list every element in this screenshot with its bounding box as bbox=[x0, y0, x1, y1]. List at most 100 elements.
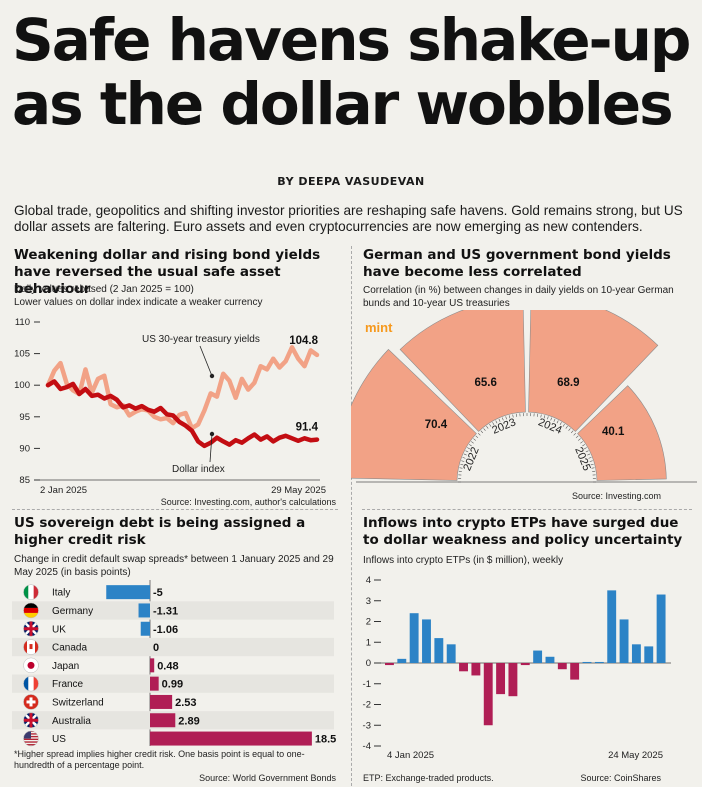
dollar-series-label: Dollar index bbox=[172, 464, 225, 475]
canada-flag-icon bbox=[23, 639, 39, 655]
dial-tick bbox=[573, 432, 577, 436]
flag-ring bbox=[23, 602, 39, 619]
y-tick-label: 2 bbox=[366, 617, 371, 628]
bar-germany bbox=[138, 603, 150, 618]
dial-tick bbox=[459, 467, 463, 469]
dial-tick bbox=[556, 420, 559, 424]
dial-tick bbox=[587, 453, 591, 456]
flag-ring bbox=[23, 694, 39, 710]
week-bar bbox=[520, 663, 530, 666]
dial-tick bbox=[475, 435, 479, 439]
dial-tick bbox=[590, 463, 594, 466]
week-bar bbox=[570, 663, 580, 680]
dial-tick bbox=[483, 428, 486, 431]
x-tick-label-start: 2 Jan 2025 bbox=[40, 485, 87, 496]
row-divider-left bbox=[12, 509, 338, 510]
y-tick-label: -2 bbox=[363, 700, 371, 711]
panel4-title: Inflows into crypto ETPs have surged due… bbox=[363, 515, 683, 548]
row-band bbox=[12, 637, 334, 657]
panel1-note: Lower values on dollar index indicate a … bbox=[14, 297, 263, 308]
flag-band bbox=[35, 639, 39, 655]
flag-stripe bbox=[28, 584, 34, 600]
value-label: 65.6 bbox=[474, 377, 496, 389]
flag-leaf bbox=[29, 644, 33, 650]
week-bar bbox=[533, 650, 543, 663]
value-label: 0 bbox=[153, 642, 159, 654]
week-bar bbox=[446, 644, 456, 663]
country-label: France bbox=[52, 679, 84, 690]
panel3-title: US sovereign debt is being assigned a hi… bbox=[14, 515, 306, 548]
panel2-subtitle: Correlation (in %) between changes in da… bbox=[363, 285, 674, 309]
dial-tick bbox=[461, 460, 465, 462]
dial-tick bbox=[492, 422, 495, 425]
flag-cross-h bbox=[23, 627, 39, 631]
flag-stripe bbox=[23, 676, 29, 692]
series-end-label: 91.4 bbox=[296, 422, 319, 434]
dial-tick bbox=[589, 460, 593, 462]
bar-switzerland bbox=[150, 694, 173, 709]
bar-us bbox=[150, 731, 312, 746]
flag-ring bbox=[23, 584, 39, 600]
y-tick-label: 90 bbox=[19, 443, 30, 454]
y-tick-label: 95 bbox=[19, 412, 30, 423]
dial-tick bbox=[512, 414, 514, 418]
intro-text: Global trade, geopolitics and shifting i… bbox=[14, 203, 683, 234]
dial-tick bbox=[489, 423, 492, 427]
dial-tick bbox=[585, 450, 589, 453]
treasury-label-dot bbox=[209, 373, 215, 379]
week-bar bbox=[434, 638, 444, 663]
dial-tick bbox=[480, 430, 484, 434]
hbar-chart: Italy -5 Germany -1.31 UK -1.06 Canada 0 Japan 0.… bbox=[12, 580, 336, 747]
dollar-label-leader bbox=[209, 433, 213, 463]
germany-flag-icon bbox=[23, 602, 39, 619]
y-tick-label: -1 bbox=[363, 679, 371, 690]
flag-ring bbox=[23, 675, 39, 692]
week-bar bbox=[594, 661, 604, 663]
flag-stripe bbox=[23, 741, 39, 743]
week-bar bbox=[409, 613, 419, 663]
value-label: 70.4 bbox=[425, 419, 448, 431]
byline: BY DEEPA VASUDEVAN bbox=[277, 175, 425, 188]
dial-tick bbox=[462, 456, 466, 459]
dial-tick bbox=[543, 415, 546, 419]
flag-fill bbox=[23, 584, 39, 600]
y-tick-label: 4 bbox=[366, 575, 371, 586]
wedge-2025 bbox=[577, 385, 667, 481]
dial-tick bbox=[588, 456, 592, 459]
panel2-title: German and US government bond yields hav… bbox=[363, 247, 671, 280]
flag-ring bbox=[23, 621, 39, 637]
row-band bbox=[12, 601, 334, 620]
flag-stripe bbox=[33, 676, 39, 692]
flag-fill bbox=[23, 602, 39, 618]
flag-stripe bbox=[23, 602, 39, 608]
france-flag-icon bbox=[23, 675, 39, 692]
panel1-title: Weakening dollar and rising bond yields … bbox=[14, 247, 321, 297]
y-tick-label: 110 bbox=[15, 317, 30, 328]
panel1-source: Source: Investing.com, author's calculat… bbox=[160, 497, 336, 507]
x-tick-label-start: 4 Jan 2025 bbox=[387, 750, 434, 761]
week-bar bbox=[582, 661, 592, 663]
week-bar bbox=[619, 619, 629, 663]
column-divider bbox=[351, 246, 352, 786]
uk-flag-icon bbox=[23, 621, 39, 637]
dial-tick bbox=[584, 447, 587, 450]
row-divider-right bbox=[362, 509, 692, 510]
dollar-label-dot bbox=[209, 431, 215, 437]
week-bar bbox=[385, 663, 394, 666]
x-tick-label-end: 29 May 2025 bbox=[271, 485, 326, 496]
value-label: 18.5 bbox=[315, 734, 336, 746]
dial-tick bbox=[501, 417, 504, 421]
panel4-source: Source: CoinShares bbox=[580, 773, 661, 783]
dial-tick bbox=[562, 423, 565, 427]
flag-sun bbox=[27, 661, 35, 669]
value-label: 68.9 bbox=[557, 377, 579, 389]
flag-ring bbox=[23, 657, 39, 674]
y-tick-label: 3 bbox=[366, 596, 371, 607]
column-chart: 4 3 2 1 0 -1 -2 -3 -4 4 Jan 2025 24 May 2025 bbox=[363, 575, 671, 761]
dial-tick bbox=[578, 438, 581, 441]
y-tick-label: 105 bbox=[14, 349, 30, 360]
flag-stripe bbox=[28, 676, 34, 692]
treasury-yields-line bbox=[45, 345, 320, 431]
panel3-source: Source: World Government Bonds bbox=[199, 773, 336, 783]
